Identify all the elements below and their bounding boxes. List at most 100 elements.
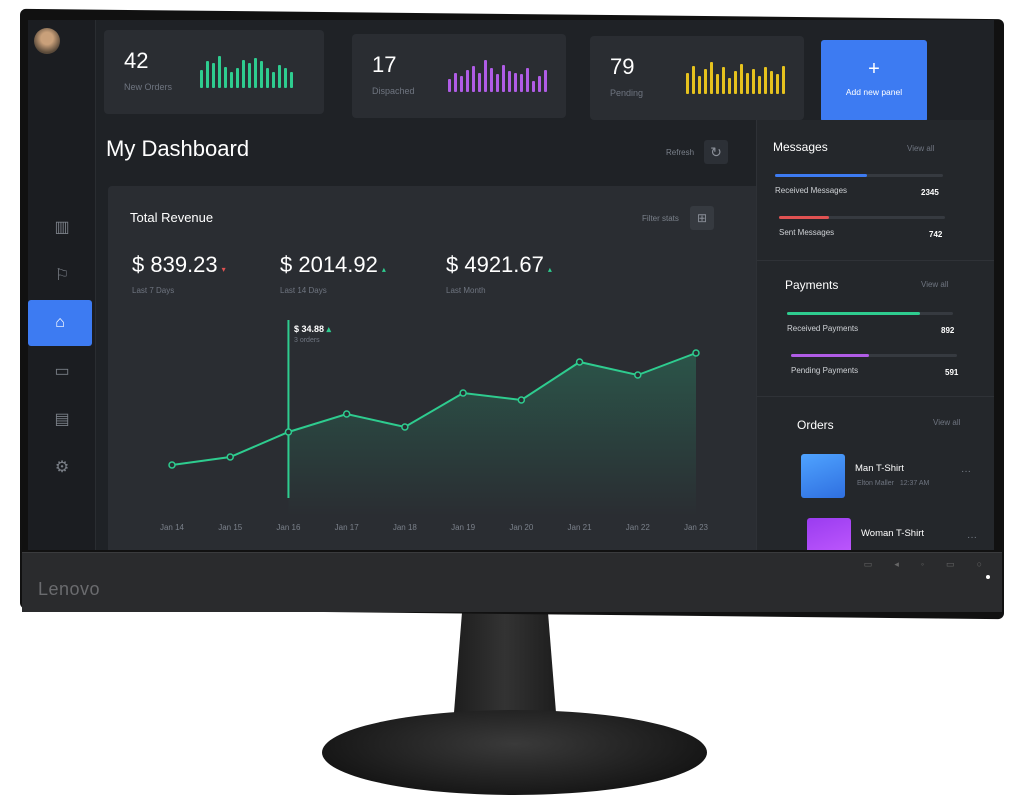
bar-value: 892 [941, 326, 955, 335]
stat-label: Last 14 Days [280, 286, 327, 295]
spark-bar [752, 69, 755, 94]
spark-bar [770, 70, 773, 94]
spark-bar [722, 67, 725, 94]
spark-bar [448, 79, 451, 92]
spark-bar [490, 68, 493, 92]
bar-label: Pending Payments [791, 366, 859, 375]
gear-icon[interactable]: ⚙ [54, 459, 70, 476]
stat-value: $ 839.23 [132, 252, 218, 277]
bar-value: 742 [929, 230, 943, 239]
add-new-panel-button[interactable]: + Add new panel [821, 40, 927, 122]
basket-icon[interactable]: ⌂ [28, 300, 92, 346]
plus-icon: + [868, 58, 880, 80]
brand-logo: Lenovo [38, 579, 101, 599]
trend-up-icon: ▴ [381, 265, 386, 274]
spark-bar [508, 71, 511, 92]
x-tick-label: Jan 19 [451, 523, 476, 532]
spark-bar [502, 64, 505, 92]
filter-stats-label[interactable]: Filter stats [642, 214, 679, 223]
order-name[interactable]: Woman T-Shirt [861, 528, 925, 539]
stat-last-month: $ 4921.67 ▴ Last Month [446, 252, 552, 295]
divider [757, 396, 994, 397]
kpi-new-orders[interactable]: 42 New Orders [104, 30, 324, 114]
messages-view-all[interactable]: View all [907, 144, 935, 153]
received-messages-bar [775, 174, 943, 177]
spark-bar [466, 69, 469, 92]
more-icon[interactable]: ··· [967, 532, 977, 543]
payments-title: Payments [785, 278, 839, 292]
spark-bar [248, 63, 251, 88]
power-led [986, 575, 990, 579]
spark-bar [710, 62, 713, 94]
spark-bar [496, 74, 499, 92]
messages-title: Messages [773, 140, 828, 154]
filter-icon[interactable]: ⊞ [690, 206, 714, 230]
kpi-pending[interactable]: 79 Pending [590, 36, 804, 120]
monitor-buttons[interactable]: ▭ ◂ ◦ ▭ ○ [863, 559, 982, 569]
spark-bar [746, 72, 749, 94]
kpi-label: New Orders [124, 82, 173, 92]
x-tick-label: Jan 15 [218, 523, 243, 532]
add-panel-label: Add new panel [845, 87, 903, 97]
x-tick-label: Jan 17 [335, 523, 360, 532]
orders-view-all[interactable]: View all [933, 418, 961, 427]
data-point [575, 358, 584, 366]
stat-label: Last 7 Days [132, 286, 175, 295]
data-point [342, 410, 351, 418]
spark-bar [734, 70, 737, 94]
spark-bar [782, 65, 785, 94]
divider [757, 260, 994, 261]
order-name[interactable]: Man T-Shirt [855, 463, 904, 474]
refresh-label[interactable]: Refresh [666, 148, 695, 157]
signpost-icon[interactable]: ⚐ [54, 267, 70, 284]
payments-view-all[interactable]: View all [921, 280, 949, 289]
x-tick-label: Jan 16 [276, 523, 301, 532]
x-tick-label: Jan 21 [568, 523, 593, 532]
kpi-dispatched[interactable]: 17 Dispached [352, 34, 566, 118]
spark-bar [538, 76, 541, 92]
more-icon[interactable]: ··· [961, 466, 971, 477]
stat-value: $ 2014.92 [280, 252, 378, 277]
bar-value: 2345 [921, 188, 939, 197]
data-point [459, 389, 467, 397]
spark-bar [266, 68, 269, 88]
spark-bar [532, 80, 535, 92]
chart-tooltip: $ 34.88 ▴ 3 orders [294, 324, 331, 344]
spark-bar [704, 69, 707, 94]
spark-bar [254, 57, 257, 88]
x-tick-label: Jan 18 [393, 523, 418, 532]
tooltip-sub: 3 orders [294, 337, 320, 344]
spark-bar [236, 68, 239, 88]
received-payments-bar [787, 312, 953, 315]
spark-bar [728, 78, 731, 94]
bar-chart-icon[interactable]: ▥ [54, 219, 70, 236]
spark-bar [206, 61, 209, 88]
spark-bar [764, 67, 767, 94]
spark-bar [484, 60, 487, 92]
data-point [692, 349, 700, 357]
spark-bar [526, 68, 529, 92]
x-tick-label: Jan 23 [684, 523, 709, 532]
order-thumbnail-man-tshirt [801, 454, 845, 498]
trend-up-icon: ▴ [326, 324, 332, 334]
spark-bar [224, 66, 227, 88]
spark-bar [230, 72, 233, 88]
revenue-chart[interactable]: Jan 14 Jan 15 Jan 16 Jan 17 Jan 18 Jan 19 Jan … [108, 186, 760, 550]
sparkline [448, 58, 547, 92]
spark-bar [218, 56, 221, 88]
document-icon[interactable]: ▤ [54, 411, 70, 428]
trend-down-icon: ▾ [221, 265, 226, 274]
pending-payments-bar [791, 354, 957, 357]
monitor-base [322, 710, 707, 795]
bar-label: Sent Messages [779, 228, 835, 237]
x-tick-label: Jan 22 [626, 523, 651, 532]
spark-bar [514, 72, 517, 92]
right-panel: Messages View all Received Messages 2345… [756, 120, 994, 550]
chat-icon[interactable]: ▭ [54, 363, 70, 380]
avatar[interactable] [34, 28, 60, 54]
data-point [284, 428, 293, 436]
bar-label: Received Messages [775, 186, 848, 195]
refresh-icon[interactable]: ↻ [704, 140, 728, 164]
spark-bar [200, 70, 203, 88]
order-time: 12:37 AM [899, 480, 930, 487]
